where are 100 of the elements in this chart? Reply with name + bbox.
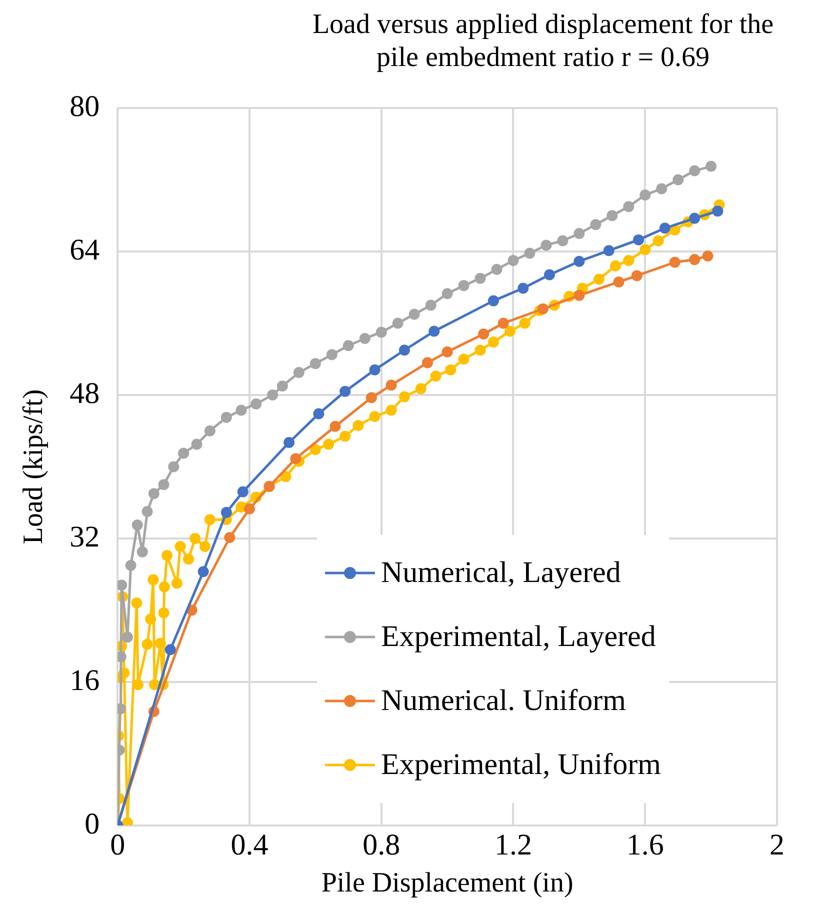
point xyxy=(652,235,664,246)
point xyxy=(415,383,426,394)
point xyxy=(142,506,153,518)
point xyxy=(158,607,170,618)
point xyxy=(267,389,278,400)
point xyxy=(178,448,190,459)
legend-label: Experimental, Uniform xyxy=(381,748,661,782)
point xyxy=(659,222,670,234)
y-tick-label: 16 xyxy=(70,664,100,697)
point xyxy=(519,318,530,329)
point xyxy=(669,256,680,268)
x-tick-label: 1.6 xyxy=(626,828,664,862)
point xyxy=(623,254,634,266)
point xyxy=(198,566,209,578)
point xyxy=(386,404,397,416)
point xyxy=(171,578,182,589)
point xyxy=(352,420,364,431)
x-tick-label: 1.2 xyxy=(494,828,532,862)
point xyxy=(425,300,436,311)
point xyxy=(392,318,404,329)
point xyxy=(498,318,509,329)
point xyxy=(244,503,255,514)
point xyxy=(310,444,321,456)
y-axis-title: Load (kips/ft) xyxy=(18,389,50,544)
point xyxy=(537,303,548,314)
point xyxy=(702,250,714,262)
point xyxy=(136,546,148,558)
point xyxy=(488,336,499,348)
point xyxy=(474,344,486,356)
point xyxy=(142,638,153,650)
point xyxy=(613,276,624,288)
point xyxy=(122,632,133,643)
x-tick-label: 0 xyxy=(110,828,126,862)
point xyxy=(148,574,159,586)
point xyxy=(478,328,490,340)
point xyxy=(164,644,176,656)
point xyxy=(376,326,387,338)
point xyxy=(250,398,262,410)
point xyxy=(458,280,470,292)
point xyxy=(408,308,420,320)
point xyxy=(610,260,621,272)
point xyxy=(174,541,186,552)
point xyxy=(593,274,604,285)
point xyxy=(276,380,288,392)
point xyxy=(712,206,724,217)
point xyxy=(590,219,602,230)
x-axis-title: Pile Displacement (in) xyxy=(321,868,574,899)
legend-label: Numerical, Layered xyxy=(381,556,621,590)
point xyxy=(508,254,519,266)
point xyxy=(199,541,210,552)
point xyxy=(398,344,410,356)
point xyxy=(603,245,614,256)
point xyxy=(442,346,453,358)
legend-label: Experimental, Layered xyxy=(381,620,656,654)
point xyxy=(574,228,585,240)
point xyxy=(623,201,634,212)
point xyxy=(430,370,442,382)
point xyxy=(422,357,434,368)
point xyxy=(158,581,170,592)
point xyxy=(488,295,499,306)
point xyxy=(132,679,144,690)
point xyxy=(284,436,295,448)
point xyxy=(182,554,194,565)
point xyxy=(154,638,166,649)
y-tick-label: 0 xyxy=(84,807,100,840)
point xyxy=(237,486,248,498)
x-tick-label: 2 xyxy=(770,828,784,862)
point xyxy=(366,392,377,404)
point xyxy=(631,270,642,282)
point xyxy=(689,165,700,176)
point xyxy=(442,288,453,300)
x-tick-label: 0.4 xyxy=(230,828,268,862)
point xyxy=(574,290,585,301)
point xyxy=(518,282,529,294)
point xyxy=(190,532,201,544)
point xyxy=(640,189,651,200)
point xyxy=(369,410,380,422)
point xyxy=(162,550,173,561)
point xyxy=(168,461,180,472)
point xyxy=(491,264,502,275)
point xyxy=(474,272,486,284)
point xyxy=(313,408,324,420)
y-tick-label: 64 xyxy=(70,233,100,266)
point xyxy=(544,269,556,280)
point xyxy=(191,438,202,450)
legend-label: Numerical. Uniform xyxy=(381,684,626,718)
point xyxy=(224,532,236,544)
point xyxy=(359,332,370,344)
point xyxy=(504,326,516,337)
point xyxy=(158,479,170,490)
point xyxy=(540,240,552,251)
point xyxy=(574,256,585,267)
point xyxy=(656,183,668,194)
point xyxy=(524,248,536,259)
y-tick-label: 32 xyxy=(70,520,100,554)
y-tick-label: 80 xyxy=(70,90,100,123)
point xyxy=(145,614,156,625)
point xyxy=(458,354,470,365)
point xyxy=(398,391,410,402)
point xyxy=(293,367,304,378)
